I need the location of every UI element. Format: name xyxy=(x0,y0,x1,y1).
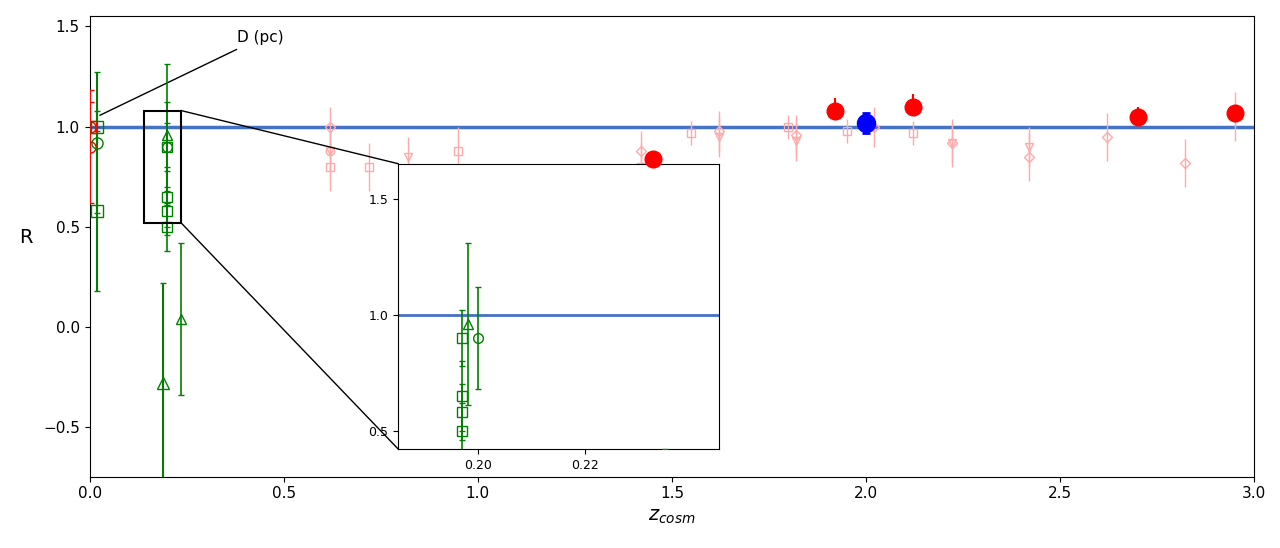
X-axis label: $z_{cosm}$: $z_{cosm}$ xyxy=(648,507,696,526)
Text: D (pc): D (pc) xyxy=(100,31,284,115)
Bar xyxy=(143,111,180,222)
Y-axis label: R: R xyxy=(19,227,33,247)
